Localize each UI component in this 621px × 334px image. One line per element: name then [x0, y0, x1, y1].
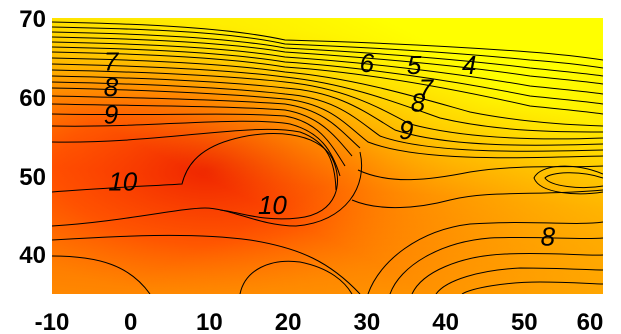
- contour-line: [544, 172, 603, 189]
- contour-label: 7: [104, 47, 120, 77]
- y-tick-label: 50: [19, 164, 46, 191]
- contour-line: [533, 165, 603, 195]
- contour-line: [52, 57, 603, 127]
- contour-label: 9: [104, 99, 118, 129]
- contour-line: [52, 234, 361, 294]
- contour-line: [52, 81, 603, 152]
- x-axis: -10 0 10 20 30 40 50 60: [35, 309, 604, 334]
- contour-line: [52, 120, 341, 177]
- contour-line: [52, 75, 603, 146]
- contour-line: [435, 267, 603, 294]
- contour-line: [461, 281, 603, 294]
- x-tick-label: 40: [432, 309, 459, 334]
- contour-lines: [52, 21, 603, 294]
- contour-label: 4: [462, 50, 476, 80]
- x-tick-label: 10: [196, 309, 223, 334]
- contour-line: [52, 36, 603, 85]
- contour-label: 10: [258, 190, 287, 220]
- contour-line: [52, 41, 603, 95]
- contour-line: [351, 189, 603, 209]
- contour-line: [52, 69, 603, 140]
- contour-line: [52, 95, 361, 149]
- contour-line: [52, 51, 603, 115]
- x-tick-label: 60: [577, 309, 604, 334]
- contour-line: [52, 113, 346, 167]
- contour-line: [367, 221, 603, 294]
- contour-label: 5: [407, 50, 422, 80]
- contour-line: [52, 21, 603, 61]
- contour-line: [52, 255, 151, 294]
- x-tick-label: -10: [35, 309, 70, 334]
- contour-label: 10: [108, 166, 137, 196]
- contour-label: 8: [104, 72, 119, 102]
- x-tick-label: 0: [124, 309, 137, 334]
- contour-label: 9: [399, 115, 413, 145]
- x-tick-label: 20: [275, 309, 302, 334]
- y-axis: 40 50 60 70: [19, 6, 46, 269]
- contour-line: [52, 133, 339, 220]
- contour-line: [411, 252, 603, 294]
- contour-line: [52, 31, 603, 77]
- y-tick-label: 70: [19, 6, 46, 33]
- contour-line: [239, 260, 353, 294]
- y-tick-label: 40: [19, 242, 46, 269]
- contour-line: [52, 26, 603, 69]
- contour-line: [52, 128, 337, 191]
- contour-line: [52, 46, 603, 105]
- contour-label: 6: [360, 48, 375, 78]
- field-bottom-right-shade: [52, 18, 603, 294]
- contour-line: [52, 103, 353, 157]
- y-tick-label: 60: [19, 85, 46, 112]
- contour-label: 7: [419, 73, 435, 103]
- contour-label: 8: [541, 222, 556, 252]
- x-tick-label: 50: [511, 309, 538, 334]
- contour-line: [52, 63, 603, 133]
- contour-line: [52, 87, 603, 159]
- contour-line: [52, 151, 363, 227]
- contour-label: 8: [411, 88, 426, 118]
- contour-line: [389, 236, 603, 294]
- x-tick-label: 30: [354, 309, 381, 334]
